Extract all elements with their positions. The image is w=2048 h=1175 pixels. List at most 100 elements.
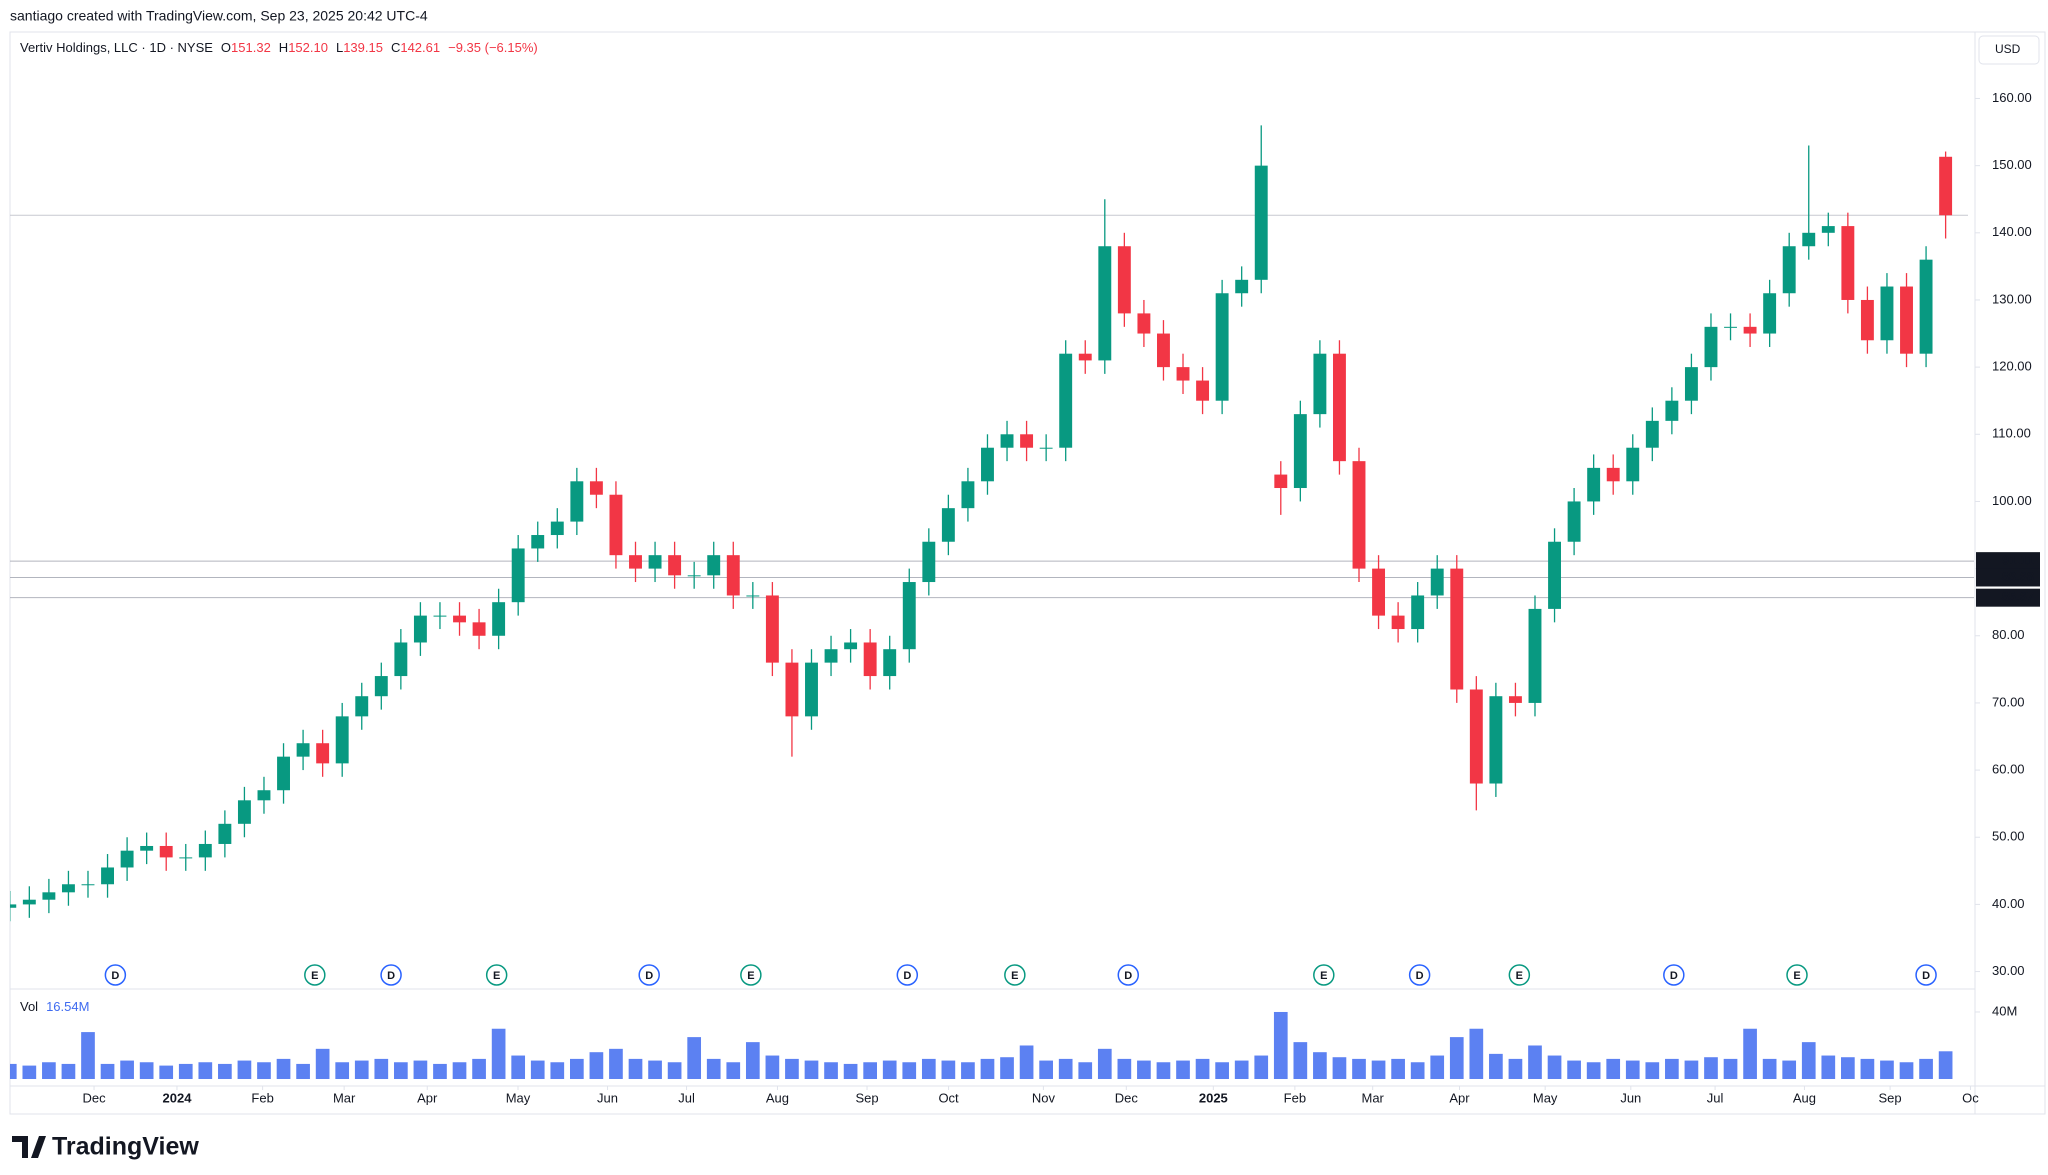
volume-bar — [1938, 1051, 1953, 1079]
price-line-label: 88.68 — [2001, 569, 2034, 584]
x-tick-label: May — [506, 1090, 531, 1105]
event-marker[interactable]: E — [1004, 964, 1026, 986]
event-marker[interactable]: D — [896, 964, 919, 986]
volume-bar — [726, 1062, 741, 1079]
volume-bar — [10, 1063, 17, 1079]
volume-bar — [609, 1048, 623, 1079]
candle-body — [570, 481, 584, 522]
candle-body — [1782, 246, 1796, 294]
volume-bar — [863, 1062, 877, 1079]
event-marker[interactable]: E — [1786, 964, 1808, 986]
volume-bar — [1391, 1058, 1405, 1079]
candle-body — [1802, 232, 1816, 247]
candle-body — [374, 676, 388, 697]
candle-body — [746, 595, 760, 597]
candle-body — [1039, 447, 1053, 449]
candle-body — [257, 790, 271, 801]
volume-bar — [1273, 1011, 1288, 1079]
volume-bar — [1841, 1057, 1855, 1079]
volume-bar — [1528, 1045, 1542, 1079]
volume-bar — [296, 1063, 310, 1079]
candle-body — [10, 904, 17, 908]
volume-bar — [1117, 1058, 1132, 1079]
volume-bar — [1586, 1062, 1601, 1079]
volume-bar — [1176, 1060, 1190, 1079]
candle-body — [1254, 165, 1268, 280]
event-marker[interactable]: E — [1313, 964, 1335, 986]
event-label: E — [311, 970, 318, 982]
volume-bar — [1567, 1060, 1581, 1079]
candle-body — [316, 743, 330, 764]
volume-bar — [804, 1060, 819, 1079]
logo-mark — [12, 1136, 46, 1158]
x-tick-label: Oc — [1962, 1090, 1979, 1105]
candle-body — [785, 662, 799, 717]
candle-body — [1411, 595, 1425, 630]
event-marker[interactable]: E — [1508, 964, 1531, 986]
x-tick-label: Aug — [1793, 1090, 1816, 1105]
candle-body — [1274, 474, 1288, 489]
event-marker[interactable]: D — [1663, 964, 1685, 986]
volume-bar — [511, 1055, 526, 1079]
event-marker[interactable]: D — [1915, 964, 1937, 986]
event-marker[interactable]: E — [485, 964, 508, 986]
candle-body — [1919, 259, 1933, 354]
candle-body — [355, 696, 369, 717]
price-line-tag — [1976, 588, 2040, 607]
candle-body — [1900, 286, 1913, 354]
candle-body — [472, 622, 486, 636]
currency-button[interactable] — [1978, 35, 2040, 65]
event-marker[interactable]: D — [638, 964, 660, 986]
candle-body — [1841, 226, 1855, 300]
candle-body — [1860, 299, 1874, 341]
event-marker[interactable]: E — [304, 964, 326, 986]
candle-body — [1508, 696, 1522, 703]
event-marker[interactable]: D — [1117, 964, 1140, 986]
volume-bar — [81, 1032, 95, 1079]
event-label: E — [1793, 970, 1800, 982]
event-label: E — [1516, 970, 1523, 982]
ohlc-label: H — [279, 40, 288, 55]
volume-bar — [1469, 1028, 1484, 1079]
volume-bar — [745, 1042, 760, 1079]
volume-bar — [198, 1062, 213, 1079]
candle-body — [1684, 367, 1698, 401]
y-tick-label: 100.00 — [1992, 493, 2032, 508]
volume-bar — [1332, 1057, 1347, 1079]
event-circle — [1004, 964, 1026, 986]
candle-body — [1293, 414, 1307, 489]
candle-body — [981, 447, 994, 482]
event-circle — [304, 964, 326, 986]
event-marker[interactable]: D — [380, 964, 402, 986]
volume-bar — [1684, 1060, 1699, 1079]
candle-body — [844, 642, 858, 650]
volume-bar — [902, 1062, 917, 1079]
candle-body — [198, 843, 212, 858]
candle-body — [22, 899, 36, 905]
candle-body — [1352, 461, 1366, 569]
candle-body — [1606, 467, 1620, 482]
event-marker[interactable]: D — [1408, 964, 1431, 986]
y-tick-label: 80.00 — [1992, 627, 2025, 642]
chart-frame — [9, 31, 2046, 1115]
volume-bar — [61, 1063, 76, 1079]
event-marker[interactable]: E — [740, 964, 762, 986]
volume-bar — [1821, 1055, 1836, 1079]
x-tick-label: Mar — [333, 1090, 356, 1105]
x-tick-label: Dec — [82, 1090, 106, 1105]
event-circle — [104, 964, 127, 986]
volume-bar — [100, 1063, 115, 1079]
event-label: D — [1124, 970, 1132, 982]
event-label: D — [1922, 970, 1930, 982]
price-line-label: 91.11 — [2002, 553, 2034, 568]
volume-bar — [22, 1065, 37, 1079]
candle-body — [1137, 313, 1151, 334]
y-tick-label: 50.00 — [1992, 829, 2025, 844]
event-marker[interactable]: D — [104, 964, 127, 986]
volume-bar — [1137, 1060, 1151, 1079]
candle-body — [1724, 326, 1737, 328]
logo[interactable]: TradingView — [12, 1133, 199, 1161]
volume-value: 16.54M — [46, 999, 89, 1014]
candle-body — [1196, 380, 1210, 401]
